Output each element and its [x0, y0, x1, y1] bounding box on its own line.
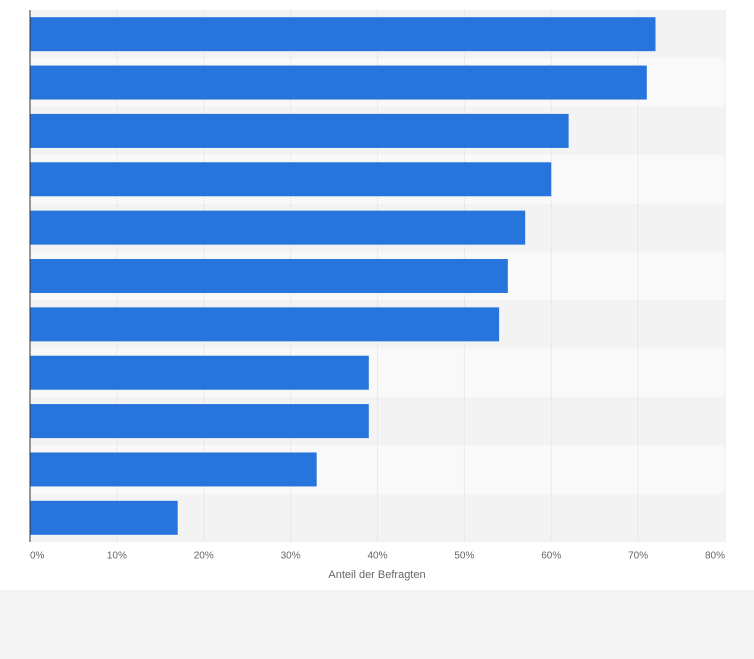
x-tick-label: 40% [367, 551, 387, 562]
x-ticks: 0% 10% 20% 30% 40% 50% 60% 70% 80% [30, 551, 725, 562]
x-tick-label: 80% [705, 551, 725, 562]
x-axis-label: Anteil der Befragten [328, 569, 425, 581]
bar [30, 452, 317, 487]
bar [30, 500, 178, 535]
x-tick-label: 60% [541, 551, 561, 562]
bar [30, 113, 569, 148]
x-tick-label: 70% [628, 551, 648, 562]
x-tick-label: 20% [194, 551, 214, 562]
bar [30, 210, 526, 245]
bar [30, 65, 647, 100]
x-tick-label: 50% [454, 551, 474, 562]
bar [30, 17, 656, 52]
x-tick-label: 0% [30, 551, 45, 562]
bar [30, 307, 500, 342]
x-tick-label: 30% [281, 551, 301, 562]
bar [30, 162, 552, 197]
bar [30, 259, 508, 293]
bar [30, 404, 369, 439]
bar [30, 355, 369, 390]
x-tick-label: 10% [107, 551, 127, 562]
bars [30, 17, 656, 535]
footer-band [0, 590, 754, 659]
